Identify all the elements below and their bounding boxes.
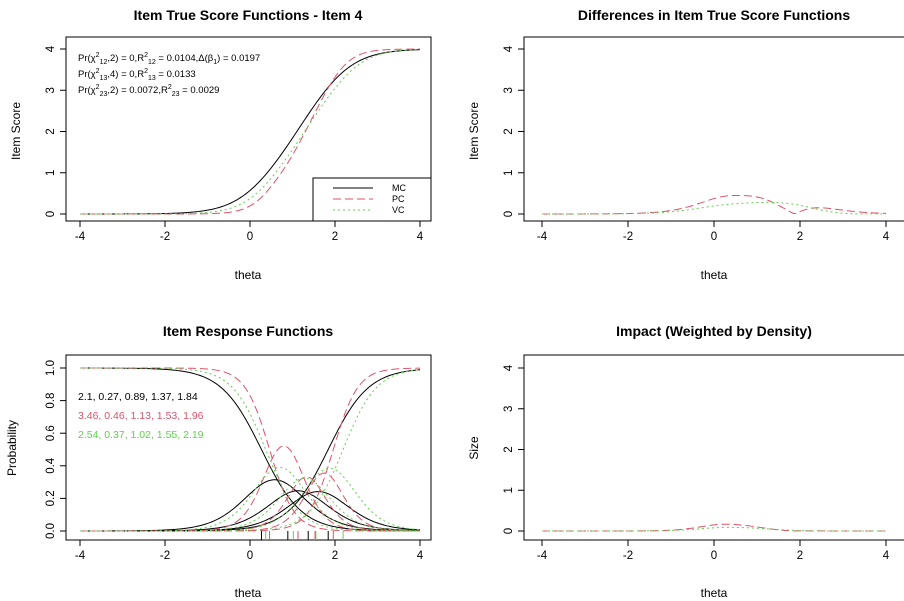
x-tick-label: 0 bbox=[247, 231, 253, 243]
y-tick-label: 3 bbox=[503, 406, 515, 412]
panel-item-response: Item Response Functions 0.0 0.2 0.4 0.6 0.8 1… bbox=[5, 323, 432, 600]
parameter-label-PC: 3.46, 0.46, 1.13, 1.53, 1.96 bbox=[78, 410, 204, 422]
y-tick-label: 0 bbox=[503, 528, 515, 534]
stat-annotation: Pr(χ223,2) = 0.0072,R223 = 0.0029 bbox=[78, 84, 219, 98]
x-axis-label: theta bbox=[235, 586, 262, 600]
x-tick-label: 0 bbox=[247, 550, 253, 562]
y-tick-label: 0.2 bbox=[45, 490, 57, 506]
category-curve-PC-1 bbox=[80, 445, 420, 532]
panel-title: Item Response Functions bbox=[163, 323, 334, 339]
plot-frame bbox=[523, 354, 904, 541]
x-tick-label: -2 bbox=[623, 231, 633, 243]
category-curve-MC-1 bbox=[80, 479, 421, 532]
legend-label-MC: MC bbox=[392, 183, 406, 193]
category-curve-PC-4 bbox=[80, 367, 421, 532]
x-axis-label: theta bbox=[235, 268, 262, 282]
panel-title: Item True Score Functions - Item 4 bbox=[134, 7, 363, 23]
series-line-PC bbox=[80, 48, 420, 215]
x-tick-label: -4 bbox=[75, 550, 86, 562]
panel-item-true-score: Item True Score Functions - Item 4 0 1 2 3 4… bbox=[9, 7, 432, 282]
series-line-impact-MC-PC bbox=[542, 523, 886, 532]
series-line-MC-PC bbox=[542, 194, 887, 215]
x-axis-label: theta bbox=[701, 268, 728, 282]
y-tick-label: 2 bbox=[503, 128, 515, 134]
series-line-MC-VC bbox=[542, 201, 886, 215]
y-axis-label: Probability bbox=[5, 420, 19, 476]
x-axis-label: theta bbox=[701, 586, 728, 600]
panel-impact: Impact (Weighted by Density) 0 1 2 3 4 -4 -2 0 2… bbox=[467, 323, 904, 600]
x-tick-label: -2 bbox=[160, 550, 170, 562]
category-curve-VC-2 bbox=[80, 477, 421, 532]
y-tick-label: 0.6 bbox=[45, 425, 57, 441]
y-tick-label: 0.4 bbox=[45, 457, 57, 474]
x-tick-label: 4 bbox=[417, 550, 424, 562]
y-tick-label: 0 bbox=[45, 211, 57, 217]
x-tick-label: 2 bbox=[797, 550, 803, 562]
series-line-impact-MC-VC bbox=[542, 526, 886, 532]
y-tick-label: 0.8 bbox=[45, 393, 57, 409]
y-tick-label: 1 bbox=[503, 170, 515, 176]
x-tick-label: 2 bbox=[797, 231, 803, 243]
category-curve-VC-3 bbox=[80, 467, 421, 532]
parameter-label-MC: 2.1, 0.27, 0.89, 1.37, 1.84 bbox=[78, 391, 198, 403]
y-axis-label: Item Score bbox=[9, 102, 23, 160]
legend-label-VC: VC bbox=[392, 205, 405, 215]
y-axis-label: Size bbox=[467, 436, 481, 460]
stat-annotation: Pr(χ213,4) = 0,R213 = 0.0133 bbox=[78, 68, 196, 82]
y-tick-label: 0.0 bbox=[45, 523, 57, 539]
y-tick-label: 4 bbox=[503, 45, 515, 52]
panel-differences: Differences in Item True Score Functions… bbox=[467, 7, 904, 282]
y-tick-label: 1.0 bbox=[45, 360, 57, 376]
stat-annotation: Pr(χ212,2) = 0,R212 = 0.0104,Δ(β1) = 0.0… bbox=[78, 52, 260, 66]
y-tick-label: 3 bbox=[503, 87, 515, 93]
x-tick-label: -4 bbox=[537, 550, 548, 562]
y-tick-label: 3 bbox=[45, 87, 57, 93]
panel-title: Impact (Weighted by Density) bbox=[616, 323, 812, 339]
plot-frame bbox=[523, 36, 904, 222]
x-tick-label: -4 bbox=[537, 231, 548, 243]
parameter-label-VC: 2.54, 0.37, 1.02, 1.55, 2.19 bbox=[78, 429, 204, 441]
x-tick-label: 0 bbox=[711, 550, 717, 562]
x-tick-label: -2 bbox=[623, 550, 633, 562]
y-tick-label: 4 bbox=[503, 364, 515, 371]
x-tick-label: 0 bbox=[711, 231, 717, 243]
category-curve-VC-0 bbox=[80, 367, 420, 532]
y-tick-label: 2 bbox=[45, 128, 57, 134]
category-curve-VC-1 bbox=[80, 466, 421, 532]
y-tick-label: 1 bbox=[503, 487, 515, 493]
y-tick-label: 2 bbox=[503, 446, 515, 452]
x-tick-label: 4 bbox=[883, 550, 890, 562]
x-tick-label: -2 bbox=[160, 231, 170, 243]
y-tick-label: 1 bbox=[45, 170, 57, 176]
category-curve-VC-4 bbox=[80, 369, 421, 532]
category-curve-PC-0 bbox=[80, 367, 420, 532]
x-tick-label: 4 bbox=[417, 231, 424, 243]
series-line-VC bbox=[80, 49, 421, 215]
plot-frame bbox=[65, 354, 432, 541]
y-tick-label: 4 bbox=[45, 45, 57, 52]
plot-frame bbox=[65, 36, 432, 222]
y-tick-label: 0 bbox=[503, 211, 515, 217]
y-axis-label: Item Score bbox=[467, 102, 481, 160]
x-tick-label: 4 bbox=[883, 231, 890, 243]
x-tick-label: -4 bbox=[75, 231, 86, 243]
x-tick-label: 2 bbox=[332, 231, 338, 243]
x-tick-label: 2 bbox=[332, 550, 338, 562]
legend-label-PC: PC bbox=[392, 194, 405, 204]
panel-title: Differences in Item True Score Functions bbox=[578, 7, 851, 23]
